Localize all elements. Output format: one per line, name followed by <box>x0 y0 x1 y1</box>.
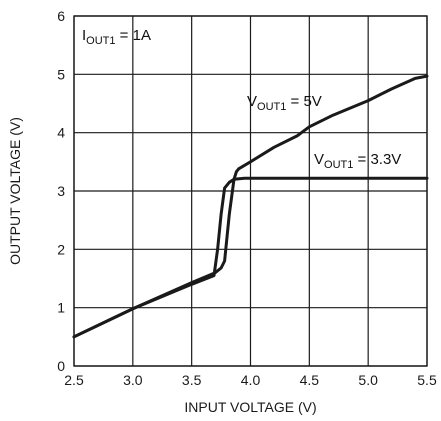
plot-frame <box>73 15 428 367</box>
y-axis-title: OUTPUT VOLTAGE (V) <box>7 117 23 265</box>
series-line-3v3 <box>72 176 429 339</box>
x-tick-label: 5.5 <box>417 372 437 388</box>
series-label-3v3: VOUT1 = 3.3V <box>314 151 401 171</box>
x-tick-label: 4.5 <box>300 372 320 388</box>
series-group <box>72 74 429 339</box>
x-tick-label: 5.0 <box>358 372 378 388</box>
series-label-5v: VOUT1 = 5V <box>247 93 322 113</box>
y-tick-label: 3 <box>57 183 65 199</box>
y-tick-label: 2 <box>57 241 65 257</box>
y-tick-label: 4 <box>57 125 65 141</box>
x-tick-label: 3.0 <box>123 372 143 388</box>
x-tick-label: 4.0 <box>241 372 261 388</box>
x-tick-labels: 2.5 3.0 3.5 4.0 4.5 5.0 5.5 <box>64 372 437 388</box>
grid <box>73 15 428 367</box>
condition-annotation: IOUT1 = 1A <box>82 27 151 47</box>
y-tick-labels: 0 1 2 3 4 5 6 <box>57 8 65 374</box>
y-tick-label: 0 <box>57 358 65 374</box>
x-axis-title: INPUT VOLTAGE (V) <box>184 399 316 415</box>
y-tick-label: 1 <box>57 300 65 316</box>
y-tick-label: 6 <box>57 8 65 24</box>
x-tick-label: 2.5 <box>64 372 84 388</box>
x-tick-label: 3.5 <box>182 372 202 388</box>
y-tick-label: 5 <box>57 66 65 82</box>
